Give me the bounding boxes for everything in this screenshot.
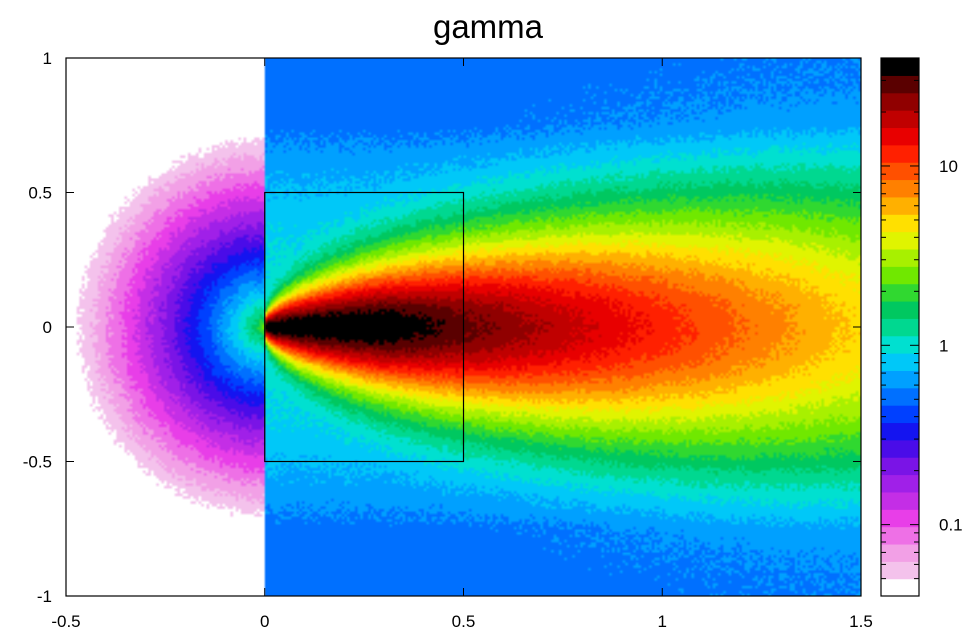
colorbar-band: [881, 439, 919, 458]
colorbar-band: [881, 162, 919, 181]
colorbar-tick-label: 0.1: [939, 516, 963, 535]
x-tick-label: 1: [658, 612, 667, 631]
colorbar-tick-label: 10: [939, 157, 958, 176]
y-tick-label: -0.5: [23, 453, 52, 472]
colorbar-band: [881, 231, 919, 250]
colorbar-tick-label: 1: [939, 336, 948, 355]
y-tick-label: 0: [43, 318, 52, 337]
colorbar-band: [881, 474, 919, 493]
chart-title: gamma: [433, 8, 544, 45]
x-tick-label: -0.5: [51, 612, 80, 631]
x-tick-label: 0.5: [452, 612, 476, 631]
x-tick-label: 1.5: [849, 612, 873, 631]
colorbar-band: [881, 318, 919, 337]
colorbar-band: [881, 283, 919, 302]
colorbar-band: [881, 405, 919, 424]
colorbar-band: [881, 457, 919, 476]
colorbar-band: [881, 509, 919, 528]
y-tick-label: -1: [37, 587, 52, 606]
colorbar-band: [881, 144, 919, 163]
colorbar-band: [881, 92, 919, 111]
colorbar-band: [881, 353, 919, 371]
colorbar-band: [881, 370, 919, 389]
colorbar-ticks: 10 1 0.1: [881, 57, 963, 597]
colorbar-band: [881, 127, 919, 146]
colorbar-band: [881, 526, 919, 545]
colorbar: 10 1 0.1: [880, 57, 963, 597]
plot-area: -0.5 0 0.5 1 1.5 1 0.5 0 -0.5 -1: [23, 49, 873, 631]
y-tick-label: 1: [43, 49, 52, 68]
colorbar-band: [881, 300, 919, 319]
y-axis-ticks: 1 0.5 0 -0.5 -1: [23, 49, 861, 606]
region-box: [264, 191, 465, 463]
colorbar-band: [881, 335, 919, 354]
colorbar-band: [881, 179, 919, 198]
colorbar-band: [881, 75, 919, 94]
colorbar-band: [881, 543, 919, 562]
colorbar-band: [881, 387, 919, 406]
colorbar-band: [881, 422, 919, 441]
colorbar-band: [881, 214, 919, 233]
x-tick-label: 0: [260, 612, 269, 631]
y-tick-label: 0.5: [28, 184, 52, 203]
colorbar-band: [881, 196, 919, 215]
x-axis-ticks: -0.5 0 0.5 1 1.5: [51, 58, 873, 631]
colorbar-band: [881, 491, 919, 510]
colorbar-bands: [881, 58, 919, 597]
colorbar-band: [881, 578, 919, 597]
colorbar-frame: [880, 57, 920, 597]
colorbar-band: [881, 58, 919, 76]
colorbar-band: [881, 266, 919, 285]
colorbar-band: [881, 110, 919, 129]
colorbar-band: [881, 248, 919, 267]
colorbar-band: [881, 561, 919, 580]
